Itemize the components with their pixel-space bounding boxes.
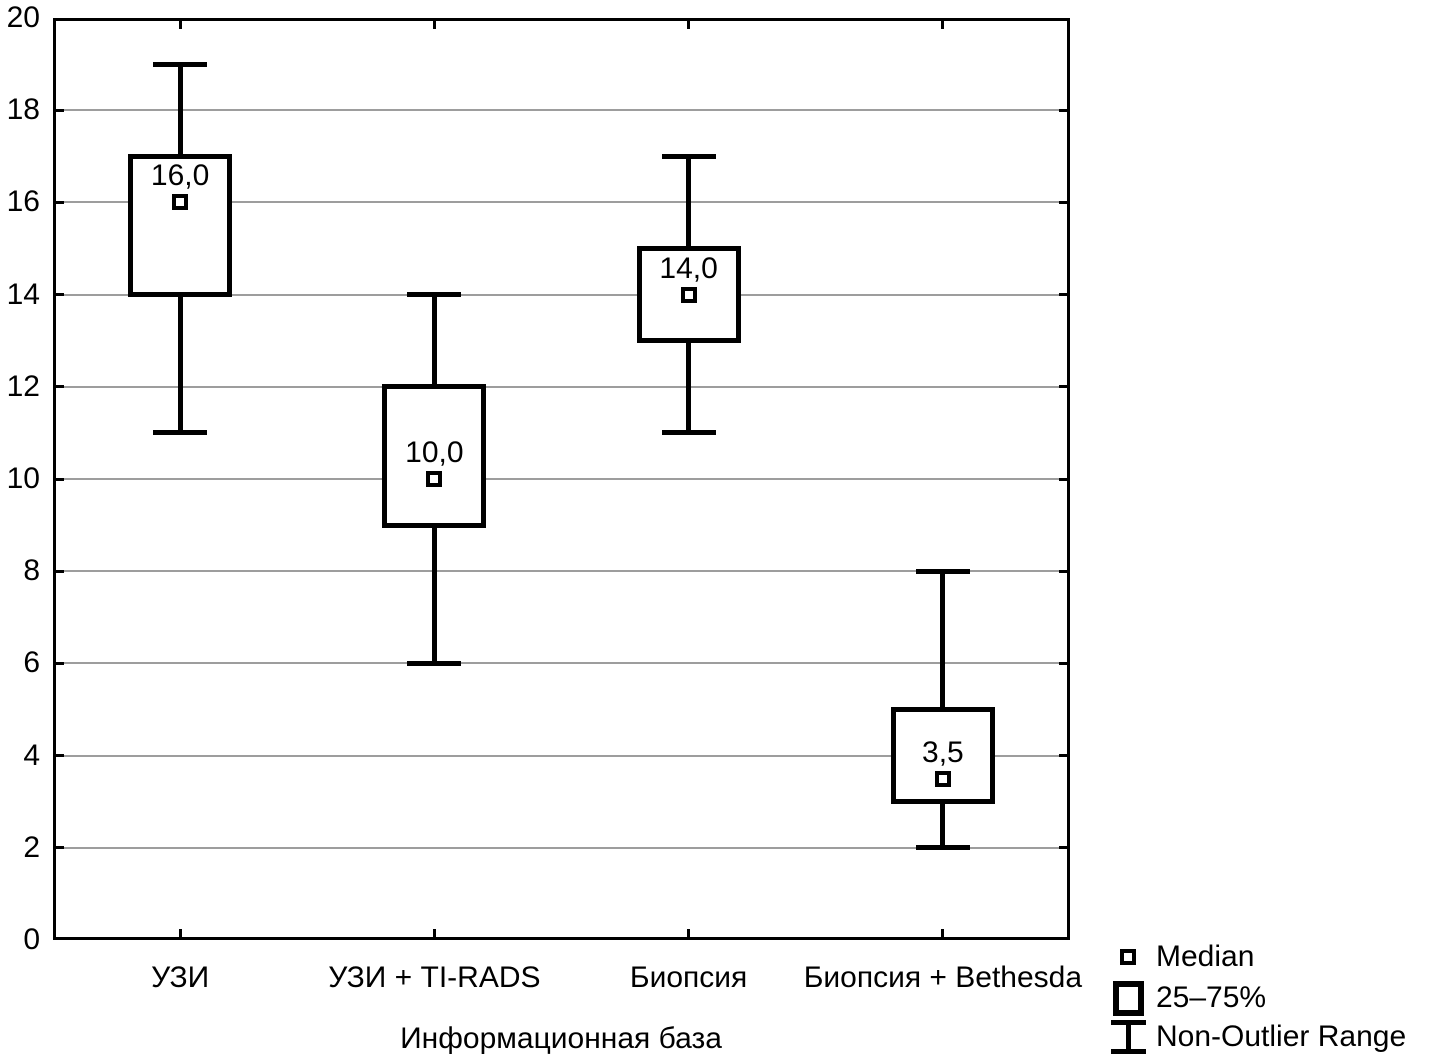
y-axis-tick-left bbox=[53, 108, 64, 112]
y-axis-tick-label: 16 bbox=[6, 185, 40, 219]
median-value-label: 3,5 bbox=[922, 735, 964, 769]
y-axis-tick-right bbox=[1059, 108, 1070, 112]
lower-whisker-line bbox=[940, 801, 946, 848]
legend: Median 25–75% Non-Outlier Range bbox=[1100, 935, 1438, 1060]
y-axis-tick-right bbox=[1059, 754, 1070, 758]
upper-whisker-cap bbox=[915, 568, 970, 574]
x-axis-tick-top bbox=[941, 18, 945, 29]
median-marker bbox=[934, 770, 951, 787]
upper-whisker-cap bbox=[153, 61, 208, 67]
y-axis-tick-right bbox=[1059, 569, 1070, 573]
median-marker bbox=[426, 471, 443, 487]
gridline bbox=[53, 846, 1070, 849]
plot-area: 16,0 10,0 14,0 3,5 bbox=[53, 18, 1070, 940]
category-label: УЗИ bbox=[151, 961, 210, 994]
legend-item-median: Median bbox=[1100, 940, 1254, 974]
y-axis-tick-right bbox=[1059, 846, 1070, 850]
y-axis-tick-right bbox=[1059, 293, 1070, 297]
y-axis-tick-label: 0 bbox=[23, 923, 40, 956]
y-axis-tick-right bbox=[1059, 200, 1070, 204]
category-label: Биопсия + Bethesda bbox=[803, 961, 1083, 994]
y-axis-tick-left bbox=[53, 661, 64, 665]
legend-item-iqr: 25–75% bbox=[1100, 979, 1266, 1017]
gridline bbox=[53, 385, 1070, 388]
x-axis-tick-bottom bbox=[178, 929, 182, 940]
gridline bbox=[53, 478, 1070, 480]
gridline bbox=[53, 754, 1070, 757]
y-axis-tick-label: 18 bbox=[6, 93, 40, 127]
legend-label-range: Non-Outlier Range bbox=[1156, 1020, 1407, 1053]
lower-whisker-line bbox=[686, 340, 692, 433]
upper-whisker-line bbox=[177, 64, 183, 157]
gridline bbox=[53, 201, 1070, 204]
y-axis-tick-label: 8 bbox=[23, 554, 40, 588]
y-axis-tick-left bbox=[53, 385, 64, 389]
lower-whisker-cap bbox=[915, 845, 970, 851]
y-axis-tick-label: 20 bbox=[6, 1, 40, 34]
iqr-box bbox=[382, 384, 487, 528]
lower-whisker-line bbox=[177, 294, 183, 433]
x-axis-tick-top bbox=[178, 18, 182, 29]
upper-whisker-line bbox=[431, 294, 437, 387]
y-axis-tick-left bbox=[53, 569, 64, 573]
y-axis-tick-label: 2 bbox=[23, 830, 40, 864]
x-axis-tick-bottom bbox=[941, 929, 945, 940]
y-axis-tick-right bbox=[1059, 477, 1070, 481]
median-value-label: 10,0 bbox=[405, 436, 464, 469]
upper-whisker-line bbox=[940, 571, 946, 710]
x-axis-tick-bottom bbox=[687, 929, 691, 940]
y-axis-tick-left bbox=[53, 754, 64, 758]
upper-whisker-line bbox=[686, 156, 692, 249]
y-axis-tick-label: 10 bbox=[6, 462, 40, 495]
x-axis-tick-top bbox=[687, 18, 691, 29]
gridline bbox=[53, 570, 1070, 573]
lower-whisker-line bbox=[431, 525, 437, 664]
median-value-label: 14,0 bbox=[659, 251, 718, 285]
upper-whisker-cap bbox=[407, 292, 462, 298]
y-axis-tick-label: 12 bbox=[6, 369, 40, 403]
upper-whisker-cap bbox=[661, 153, 716, 159]
gridline bbox=[53, 109, 1070, 112]
median-marker bbox=[680, 286, 697, 303]
legend-item-range: Non-Outlier Range bbox=[1100, 1017, 1406, 1057]
x-axis-tick-top bbox=[432, 18, 436, 29]
y-axis-tick-right bbox=[1059, 661, 1070, 665]
y-axis-tick-left bbox=[53, 846, 64, 850]
y-axis-tick-label: 14 bbox=[6, 277, 40, 311]
median-marker bbox=[172, 194, 189, 211]
iqr-box bbox=[890, 707, 995, 805]
category-label: УЗИ + TI-RADS bbox=[328, 961, 541, 994]
y-axis-tick-left bbox=[53, 477, 64, 481]
median-value-label: 16,0 bbox=[150, 159, 210, 193]
median-marker-icon bbox=[1120, 949, 1136, 965]
x-axis-tick-bottom bbox=[432, 929, 436, 940]
lower-whisker-cap bbox=[407, 660, 462, 666]
lower-whisker-cap bbox=[153, 430, 208, 436]
y-axis-tick-label: 4 bbox=[23, 738, 40, 772]
legend-label-iqr: 25–75% bbox=[1156, 981, 1267, 1014]
gridline bbox=[53, 293, 1070, 296]
lower-whisker-cap bbox=[661, 430, 716, 436]
y-axis-tick-left bbox=[53, 293, 64, 297]
whisker-range-icon bbox=[1110, 1020, 1146, 1054]
gridline bbox=[53, 662, 1070, 665]
category-label: Биопсия bbox=[629, 961, 748, 994]
x-axis-title: Информационная база bbox=[400, 1022, 722, 1055]
y-axis-tick-right bbox=[1059, 385, 1070, 389]
y-axis-tick-left bbox=[53, 200, 64, 204]
legend-label-median: Median bbox=[1156, 940, 1255, 973]
iqr-box bbox=[128, 153, 233, 298]
y-axis-tick-label: 6 bbox=[23, 646, 40, 680]
iqr-box-icon bbox=[1112, 980, 1144, 1016]
